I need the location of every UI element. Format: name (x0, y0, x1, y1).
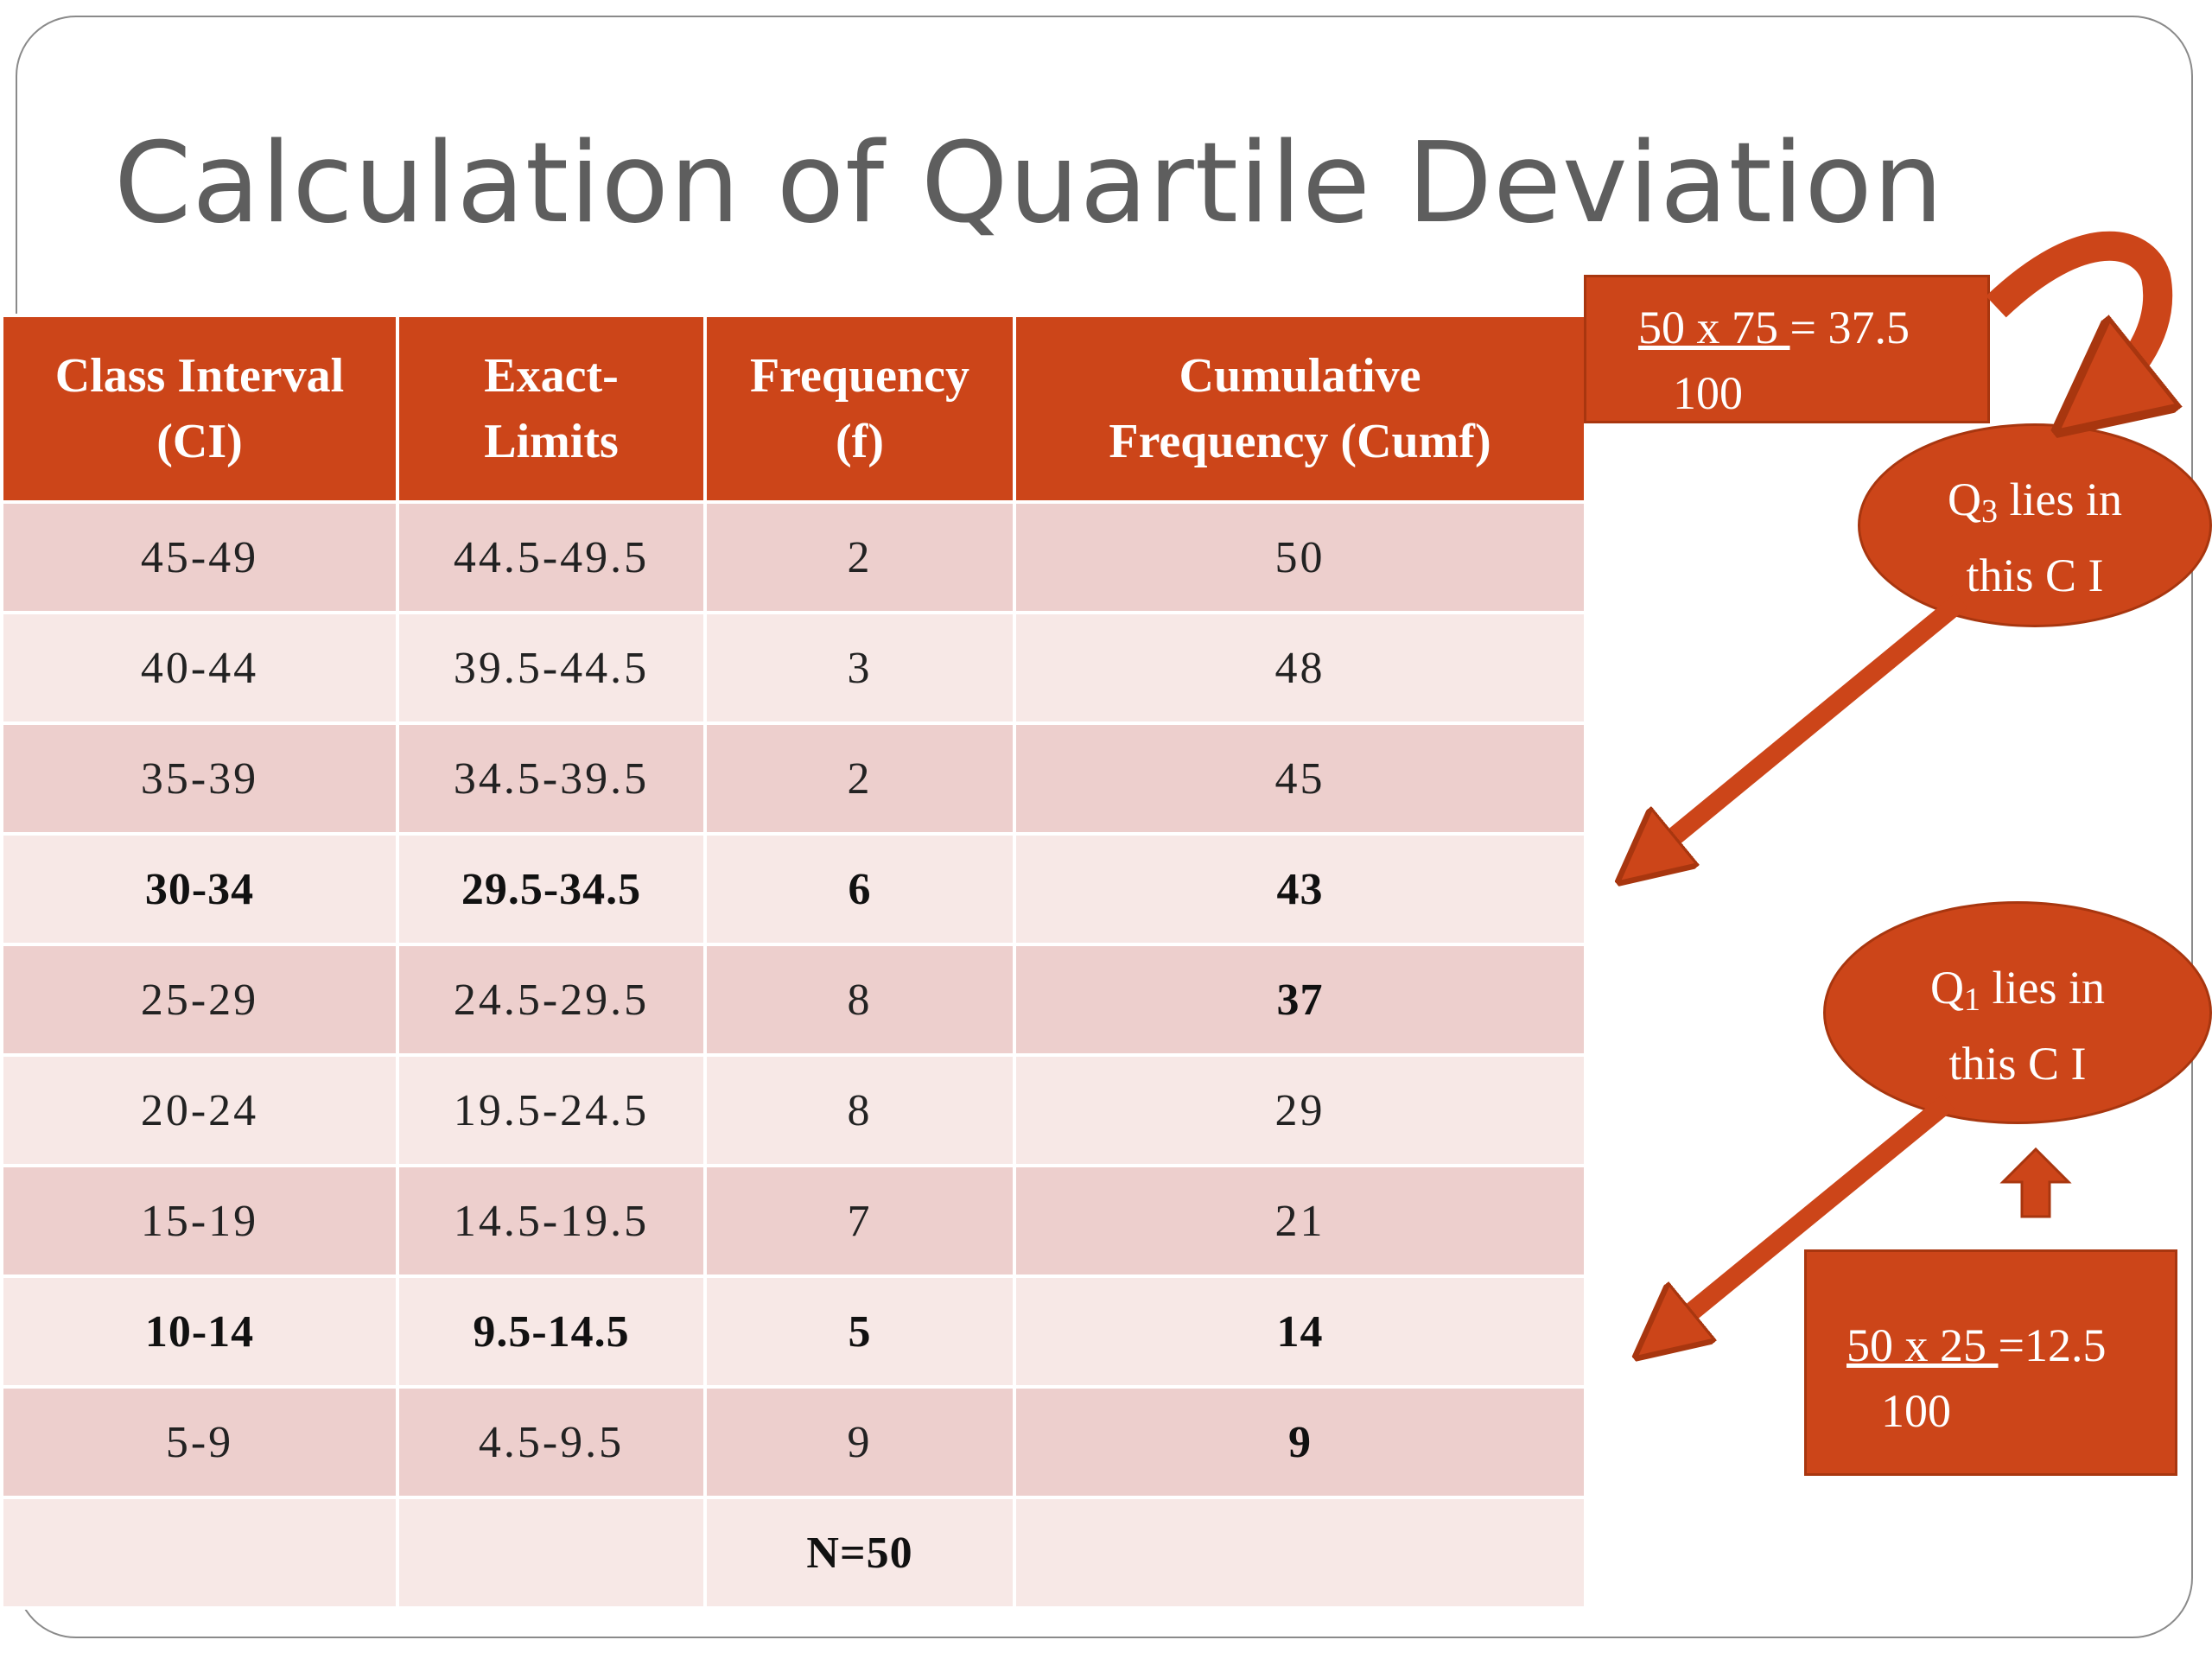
q3-denominator: 100 (1673, 367, 1743, 419)
cell-ci: 10-14 (0, 1274, 399, 1389)
q3-numerator: 50 x 75 (1638, 302, 1790, 353)
q1-pointer-arrow-icon (1663, 1094, 1955, 1335)
cell-cumf: 43 (1013, 832, 1587, 946)
cell-frequency: 8 (703, 943, 1016, 1057)
cell-cumf: 21 (1013, 1164, 1587, 1278)
q3-result: = 37.5 (1789, 302, 1910, 353)
q3-pointer-arrow-icon (1646, 593, 1967, 860)
table-row: 20-24 19.5-24.5 8 29 (0, 1053, 1587, 1167)
cell-empty (0, 1496, 399, 1610)
cell-empty (1013, 1496, 1587, 1610)
q3-callout-line1: Q3 lies in (1948, 474, 2122, 530)
q1-callout: Q1 lies in this C I (1823, 901, 2212, 1124)
cell-frequency: 3 (703, 611, 1016, 725)
cell-frequency: 9 (703, 1385, 1016, 1499)
q1-callout-line1: Q1 lies in (1930, 962, 2105, 1018)
cell-total-n: N=50 (703, 1496, 1016, 1610)
q3-callout: Q3 lies in this C I (1858, 423, 2212, 627)
q1-numerator: 50 x 25 (1847, 1319, 1999, 1371)
q3-formula-box: 50 x 75 = 37.5 100 (1584, 275, 1990, 423)
cell-ci: 25-29 (0, 943, 399, 1057)
table-row: 5-9 4.5-9.5 9 9 (0, 1385, 1587, 1499)
cell-cumf: 29 (1013, 1053, 1587, 1167)
cell-frequency: 6 (703, 832, 1016, 946)
cell-limits: 29.5-34.5 (396, 832, 707, 946)
cell-limits: 24.5-29.5 (396, 943, 707, 1057)
cell-empty (396, 1496, 707, 1610)
q1-callout-line2: this C I (1948, 1038, 2087, 1090)
cell-cumf: 45 (1013, 721, 1587, 836)
curved-arrow-icon (1986, 231, 2158, 397)
up-arrow-icon (1999, 1147, 2072, 1218)
header-frequency: Frequency (f) (703, 314, 1016, 504)
cell-ci: 35-39 (0, 721, 399, 836)
cell-limits: 14.5-19.5 (396, 1164, 707, 1278)
cell-ci: 20-24 (0, 1053, 399, 1167)
cell-limits: 44.5-49.5 (396, 500, 707, 614)
cell-frequency: 8 (703, 1053, 1016, 1167)
cell-frequency: 5 (703, 1274, 1016, 1389)
q3-callout-line2: this C I (1966, 550, 2104, 601)
cell-frequency: 2 (703, 500, 1016, 614)
table-total-row: N=50 (0, 1496, 1587, 1610)
cell-cumf: 14 (1013, 1274, 1587, 1389)
q1-formula-line: 50 x 25 =12.5 (1847, 1313, 2175, 1378)
header-exact-limits: Exact- Limits (396, 314, 707, 504)
cell-limits: 34.5-39.5 (396, 721, 707, 836)
cell-limits: 39.5-44.5 (396, 611, 707, 725)
cell-ci: 40-44 (0, 611, 399, 725)
q1-denominator: 100 (1881, 1385, 1951, 1437)
q1-formula-box: 50 x 25 =12.5 100 (1804, 1249, 2177, 1476)
cell-ci: 15-19 (0, 1164, 399, 1278)
cell-limits: 9.5-14.5 (396, 1274, 707, 1389)
table-header-row: Class Interval (CI) Exact- Limits Frequenc… (0, 314, 1587, 504)
table-row-q3-class: 30-34 29.5-34.5 6 43 (0, 832, 1587, 946)
table-row-q1-class: 10-14 9.5-14.5 5 14 (0, 1274, 1587, 1389)
cell-cumf: 9 (1013, 1385, 1587, 1499)
cell-limits: 19.5-24.5 (396, 1053, 707, 1167)
table-row: 40-44 39.5-44.5 3 48 (0, 611, 1587, 725)
quartile-table: Class Interval (CI) Exact- Limits Frequenc… (0, 314, 1587, 1610)
header-cumulative-frequency: Cumulative Frequency (Cumf) (1013, 314, 1587, 504)
slide-title: Calculation of Quartile Deviation (114, 119, 1944, 248)
cell-cumf: 37 (1013, 943, 1587, 1057)
cell-ci: 45-49 (0, 500, 399, 614)
cell-cumf: 48 (1013, 611, 1587, 725)
cell-cumf: 50 (1013, 500, 1587, 614)
q3-formula-line: 50 x 75 = 37.5 (1638, 295, 1987, 360)
header-class-interval: Class Interval (CI) (0, 314, 399, 504)
table-row: 25-29 24.5-29.5 8 37 (0, 943, 1587, 1057)
table-row: 35-39 34.5-39.5 2 45 (0, 721, 1587, 836)
cell-ci: 30-34 (0, 832, 399, 946)
cell-frequency: 2 (703, 721, 1016, 836)
cell-limits: 4.5-9.5 (396, 1385, 707, 1499)
cell-frequency: 7 (703, 1164, 1016, 1278)
cell-ci: 5-9 (0, 1385, 399, 1499)
table-row: 45-49 44.5-49.5 2 50 (0, 500, 1587, 614)
table-row: 15-19 14.5-19.5 7 21 (0, 1164, 1587, 1278)
q1-result: =12.5 (1998, 1319, 2107, 1371)
